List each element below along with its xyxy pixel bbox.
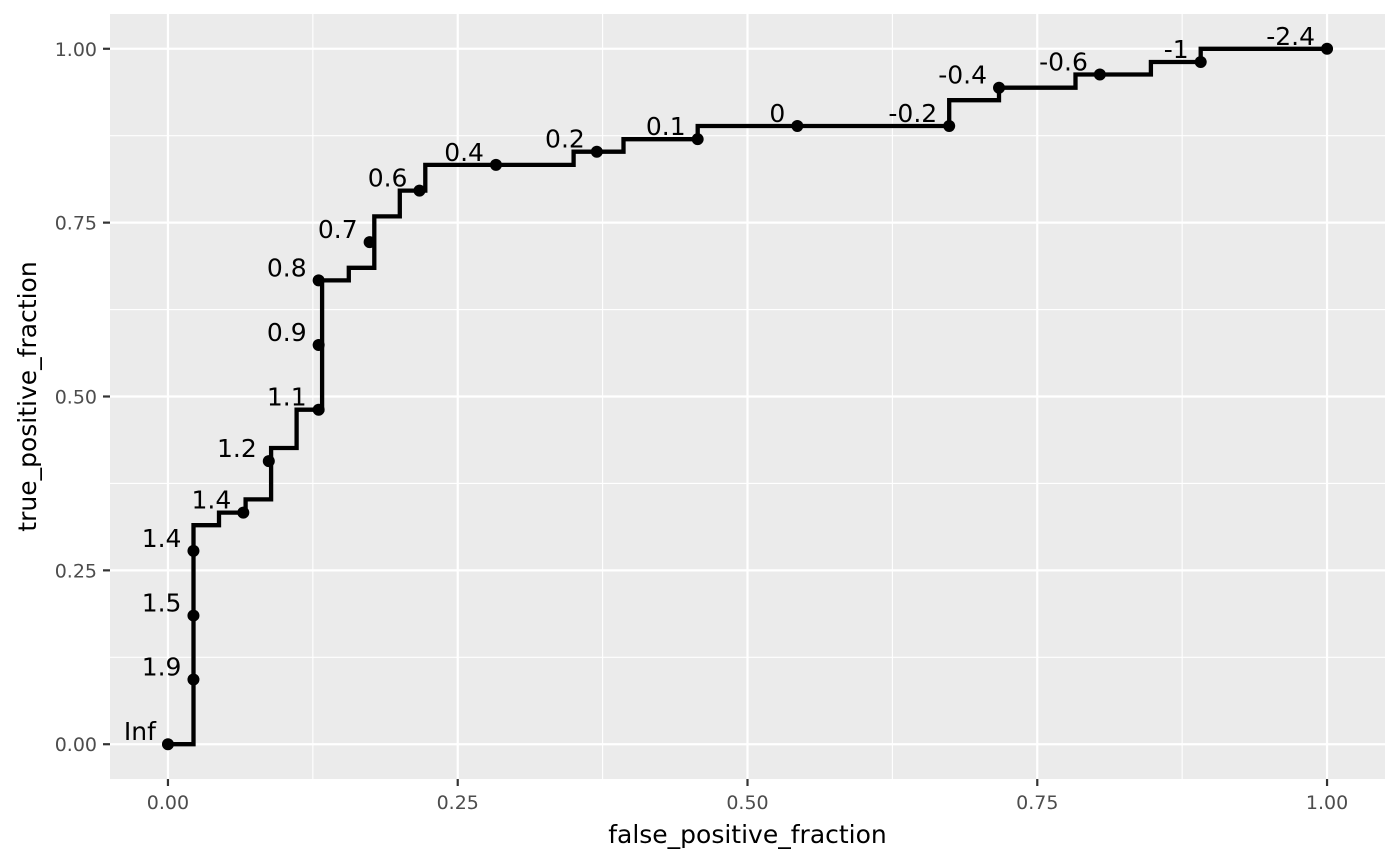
- roc-point: [312, 274, 325, 287]
- threshold-label: -0.4: [938, 61, 987, 90]
- threshold-label: 1.1: [267, 383, 307, 412]
- threshold-label: -2.4: [1266, 22, 1315, 51]
- roc-point: [237, 506, 250, 519]
- roc-point: [262, 455, 275, 468]
- x-tick-label: 0.75: [1016, 792, 1058, 814]
- threshold-label: 0.1: [646, 112, 686, 141]
- threshold-label: -1: [1164, 35, 1189, 64]
- threshold-label: 1.4: [142, 524, 182, 553]
- roc-point: [943, 119, 956, 132]
- x-tick-label: 1.00: [1306, 792, 1348, 814]
- threshold-label: 0.9: [267, 318, 307, 347]
- roc-point: [363, 236, 376, 249]
- threshold-label: 1.4: [192, 486, 232, 515]
- threshold-label: 0.2: [545, 125, 585, 154]
- roc-point: [691, 133, 704, 146]
- x-tick-label: 0.00: [147, 792, 189, 814]
- threshold-label: 0.7: [318, 215, 358, 244]
- y-tick-label: 0.50: [55, 387, 97, 409]
- threshold-labels: Inf 1.9 1.5 1.4 1.4 1.2 1.1 0.9 0.8 0.7 0.6 0.4 0.2 0…: [124, 22, 1315, 746]
- y-tick-label: 0.75: [55, 213, 97, 235]
- roc-point: [312, 403, 325, 416]
- roc-point: [312, 339, 325, 352]
- threshold-label: 0.8: [267, 253, 307, 282]
- roc-step-line: [168, 46, 1327, 747]
- threshold-label: 1.5: [142, 589, 182, 618]
- x-axis: 0.00 0.25 0.50 0.75 1.00: [147, 779, 1348, 814]
- x-tick-label: 0.50: [726, 792, 768, 814]
- roc-point: [1093, 68, 1106, 81]
- threshold-label: 1.2: [217, 434, 257, 463]
- threshold-label: 0: [769, 99, 785, 128]
- threshold-label: 0.4: [444, 138, 484, 167]
- y-tick-label: 0.25: [55, 560, 97, 582]
- roc-point: [187, 673, 200, 686]
- threshold-label: -0.6: [1039, 48, 1088, 77]
- roc-point: [590, 145, 603, 158]
- roc-point: [993, 81, 1006, 94]
- y-tick-label: 1.00: [55, 39, 97, 61]
- y-tick-label: 0.00: [55, 734, 97, 756]
- roc-point: [187, 609, 200, 622]
- threshold-label: 1.9: [142, 653, 182, 682]
- roc-point: [413, 184, 426, 197]
- roc-point: [187, 544, 200, 557]
- roc-point: [791, 119, 804, 132]
- roc-points: [161, 42, 1334, 751]
- x-axis-title: false_positive_fraction: [608, 820, 887, 849]
- threshold-label: 0.6: [368, 164, 408, 193]
- roc-point: [161, 738, 174, 751]
- threshold-label: Inf: [124, 717, 157, 746]
- y-axis-title: true_positive_fraction: [13, 261, 42, 531]
- roc-point: [489, 158, 502, 171]
- y-axis: 0.00 0.25 0.50 0.75 1.00: [55, 39, 110, 756]
- x-tick-label: 0.25: [437, 792, 479, 814]
- roc-point: [1194, 55, 1207, 68]
- threshold-label: -0.2: [888, 99, 937, 128]
- roc-point: [1321, 42, 1334, 55]
